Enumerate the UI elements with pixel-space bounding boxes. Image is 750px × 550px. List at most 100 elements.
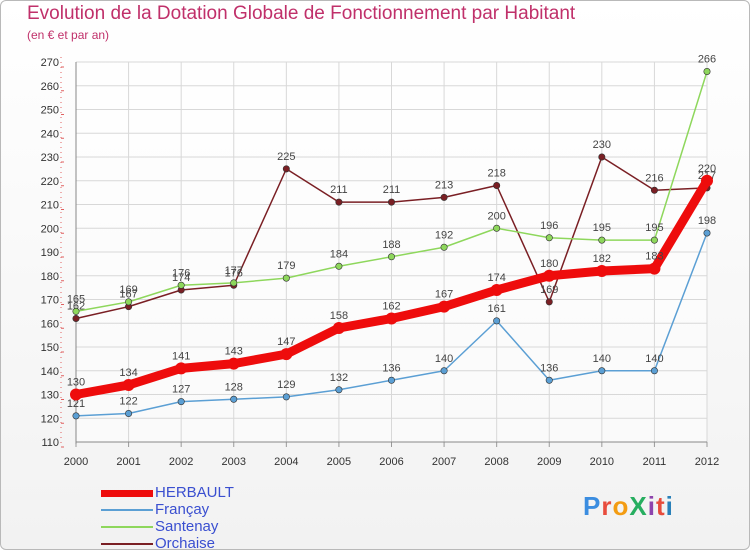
x-tick-label: 2001 <box>116 456 140 468</box>
logo-letter: t <box>655 491 666 521</box>
legend-swatch <box>101 490 153 497</box>
data-point-franay <box>125 409 133 417</box>
data-label-orchaise: 218 <box>487 168 505 180</box>
data-label-herbault: 182 <box>593 253 611 265</box>
data-label-franay: 136 <box>540 362 558 374</box>
logo-letter: r <box>601 491 613 521</box>
data-label-herbault: 162 <box>382 301 400 313</box>
y-tick-label: 130 <box>41 390 59 402</box>
data-point-herbault <box>227 357 240 370</box>
data-point-franay <box>177 398 185 406</box>
legend-label: Orchaise <box>155 535 216 550</box>
data-label-orchaise: 211 <box>383 184 401 196</box>
data-label-orchaise: 162 <box>67 301 85 313</box>
x-tick-label: 2012 <box>695 456 719 468</box>
data-label-santenay: 195 <box>645 222 663 234</box>
logo-letter: X <box>629 491 648 521</box>
legend-label: Françay <box>155 501 210 518</box>
data-point-franay <box>440 367 448 375</box>
data-point-santenay <box>545 234 553 242</box>
data-label-herbault: 174 <box>487 272 505 284</box>
data-point-herbault <box>70 388 82 401</box>
y-tick-label: 190 <box>41 247 59 259</box>
data-label-orchaise: 176 <box>225 267 243 279</box>
data-point-orchaise <box>545 298 553 306</box>
data-label-santenay: 177 <box>225 265 243 277</box>
logo-letter: i <box>665 491 674 521</box>
data-label-santenay: 195 <box>593 222 611 234</box>
data-point-herbault <box>543 269 556 282</box>
data-point-santenay <box>440 243 448 251</box>
data-point-franay <box>72 412 80 420</box>
y-tick-label: 250 <box>41 105 59 117</box>
data-label-herbault: 220 <box>698 163 716 175</box>
data-point-santenay <box>230 279 238 287</box>
data-point-herbault <box>490 284 503 296</box>
y-tick-label: 270 <box>41 57 59 69</box>
data-point-santenay <box>72 307 80 315</box>
legend-label: HERBAULT <box>155 484 234 501</box>
legend-label: Santenay <box>155 518 219 535</box>
data-point-herbault <box>595 265 608 277</box>
logo-letter: i <box>647 491 656 521</box>
legend-swatch <box>101 509 153 511</box>
data-label-herbault: 141 <box>172 350 190 362</box>
data-point-santenay <box>493 224 501 232</box>
data-point-franay <box>493 317 501 325</box>
data-point-santenay <box>177 281 185 289</box>
data-label-orchaise: 225 <box>277 151 295 163</box>
data-label-herbault: 183 <box>645 251 663 263</box>
data-label-franay: 136 <box>382 362 400 374</box>
data-label-herbault: 147 <box>277 336 295 348</box>
data-point-orchaise <box>335 198 343 206</box>
data-point-santenay <box>703 68 711 76</box>
data-point-orchaise <box>440 193 448 201</box>
data-label-herbault: 167 <box>435 289 453 301</box>
y-tick-label: 200 <box>41 223 59 235</box>
x-tick-label: 2005 <box>327 456 351 468</box>
data-label-santenay: 169 <box>119 284 137 296</box>
data-point-orchaise <box>650 186 658 194</box>
data-point-herbault <box>280 348 293 361</box>
data-label-orchaise: 169 <box>540 284 558 296</box>
data-label-herbault: 180 <box>540 258 558 270</box>
data-point-franay <box>230 395 238 403</box>
data-point-orchaise <box>72 314 80 322</box>
data-point-herbault <box>332 322 345 334</box>
data-label-orchaise: 167 <box>119 289 137 301</box>
y-tick-label: 230 <box>41 152 59 164</box>
y-tick-label: 110 <box>41 437 59 449</box>
legend-swatch <box>101 526 153 528</box>
y-tick-label: 220 <box>41 176 59 188</box>
data-label-franay: 127 <box>172 384 190 396</box>
y-tick-label: 160 <box>41 318 59 330</box>
data-label-franay: 128 <box>225 381 243 393</box>
data-point-santenay <box>598 236 606 244</box>
data-label-orchaise: 174 <box>172 272 190 284</box>
x-tick-label: 2002 <box>169 456 193 468</box>
data-point-franay <box>387 376 395 384</box>
data-label-orchaise: 230 <box>593 139 611 151</box>
data-label-herbault: 134 <box>119 367 137 379</box>
data-label-franay: 121 <box>67 398 85 410</box>
y-tick-label: 210 <box>41 200 59 212</box>
y-tick-label: 170 <box>41 295 59 307</box>
data-label-santenay: 176 <box>172 267 190 279</box>
x-tick-label: 2000 <box>64 456 88 468</box>
data-point-santenay <box>387 253 395 261</box>
data-point-franay <box>335 386 343 394</box>
y-tick-label: 260 <box>41 81 59 93</box>
data-point-franay <box>703 229 711 237</box>
data-point-santenay <box>335 262 343 270</box>
x-tick-label: 2010 <box>590 456 614 468</box>
y-tick-label: 150 <box>41 342 59 354</box>
data-point-santenay <box>650 236 658 244</box>
y-tick-label: 140 <box>41 366 59 378</box>
legend-swatch <box>101 543 153 545</box>
y-tick-label: 240 <box>41 128 59 140</box>
data-point-santenay <box>125 298 133 306</box>
x-tick-label: 2011 <box>643 456 667 468</box>
data-point-santenay <box>282 274 290 282</box>
data-label-franay: 129 <box>277 379 295 391</box>
